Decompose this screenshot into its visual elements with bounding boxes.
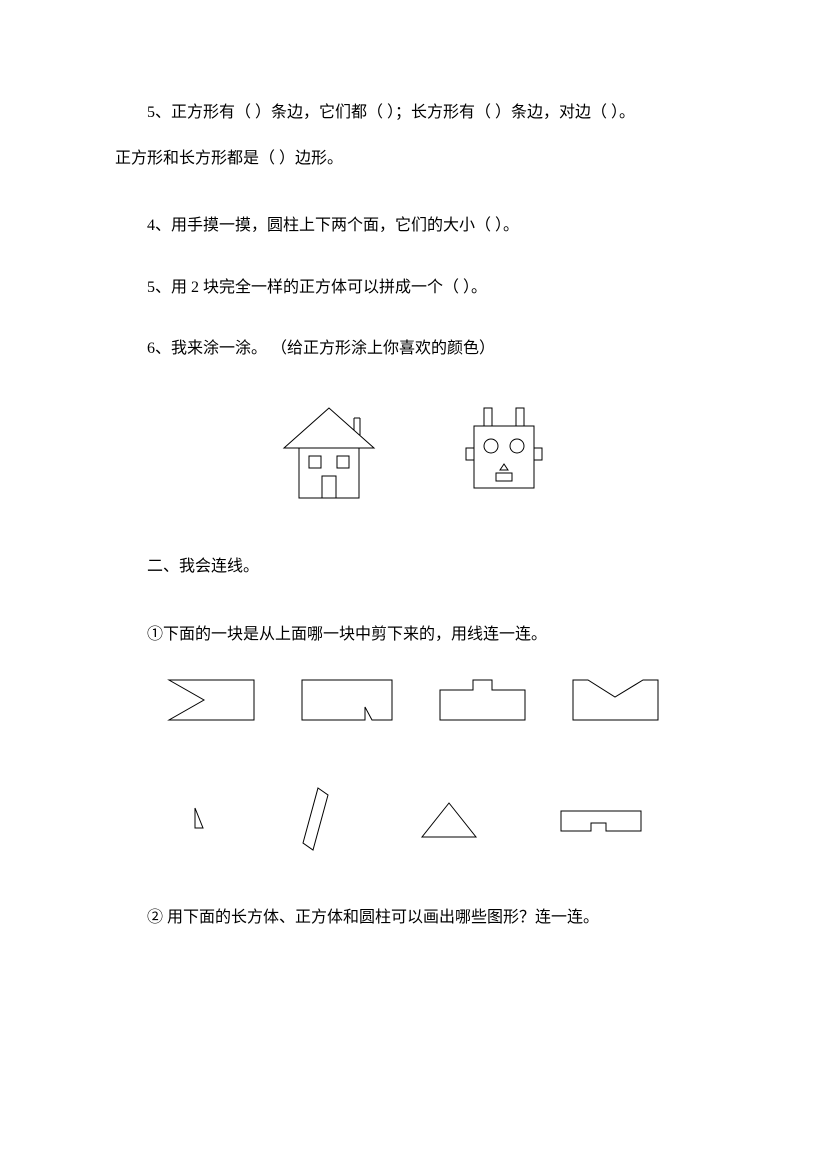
triangle-shape	[414, 795, 484, 845]
rect-vcut-shape	[568, 675, 663, 725]
question-5a-cont-text: 正方形和长方形都是（ ）边形。	[115, 150, 343, 167]
matching-top-row	[145, 675, 682, 725]
sub-question-2-text: ② 用下面的长方体、正方体和圆柱可以画出哪些图形？连一连。	[147, 909, 599, 926]
section-2-title-text: 二、我会连线。	[147, 558, 259, 575]
question-5a-continuation: 正方形和长方形都是（ ）边形。	[115, 146, 712, 172]
figure-row-q6	[115, 398, 712, 508]
question-5a-text: 5、正方形有（ ）条边，它们都（ ）；长方形有（ ）条边，对边（ ）。	[147, 104, 635, 121]
matching-bottom-row	[145, 785, 682, 855]
question-6-text: 6、我来涂一涂。 （给正方形涂上你喜欢的颜色）	[147, 340, 495, 357]
rect-notch-shape	[297, 675, 397, 725]
question-5b-text: 5、用 2 块完全一样的正方体可以拼成一个（ ）。	[147, 279, 487, 296]
sub-question-1: ①下面的一块是从上面哪一块中剪下来的，用线连一连。	[115, 622, 712, 648]
question-5b: 5、用 2 块完全一样的正方体可以拼成一个（ ）。	[115, 275, 712, 301]
rect-bottom-notch-shape	[556, 803, 646, 838]
robot-figure	[449, 398, 559, 508]
question-6: 6、我来涂一涂。 （给正方形涂上你喜欢的颜色）	[115, 336, 712, 362]
question-5a: 5、正方形有（ ）条边，它们都（ ）；长方形有（ ）条边，对边（ ）。	[115, 100, 712, 126]
section-2-title: 二、我会连线。	[115, 554, 712, 580]
sub-question-2: ② 用下面的长方体、正方体和圆柱可以画出哪些图形？连一连。	[115, 905, 712, 931]
question-4-text: 4、用手摸一摸，圆柱上下两个面，它们的大小（ ）。	[147, 217, 519, 234]
parallelogram-shape	[293, 785, 343, 855]
banner-shape	[164, 675, 259, 725]
small-triangle-shape	[181, 800, 221, 840]
question-4: 4、用手摸一摸，圆柱上下两个面，它们的大小（ ）。	[115, 213, 712, 239]
sub-question-1-text: ①下面的一块是从上面哪一块中剪下来的，用线连一连。	[147, 626, 547, 643]
rect-tab-shape	[435, 675, 530, 725]
house-figure	[269, 398, 389, 508]
